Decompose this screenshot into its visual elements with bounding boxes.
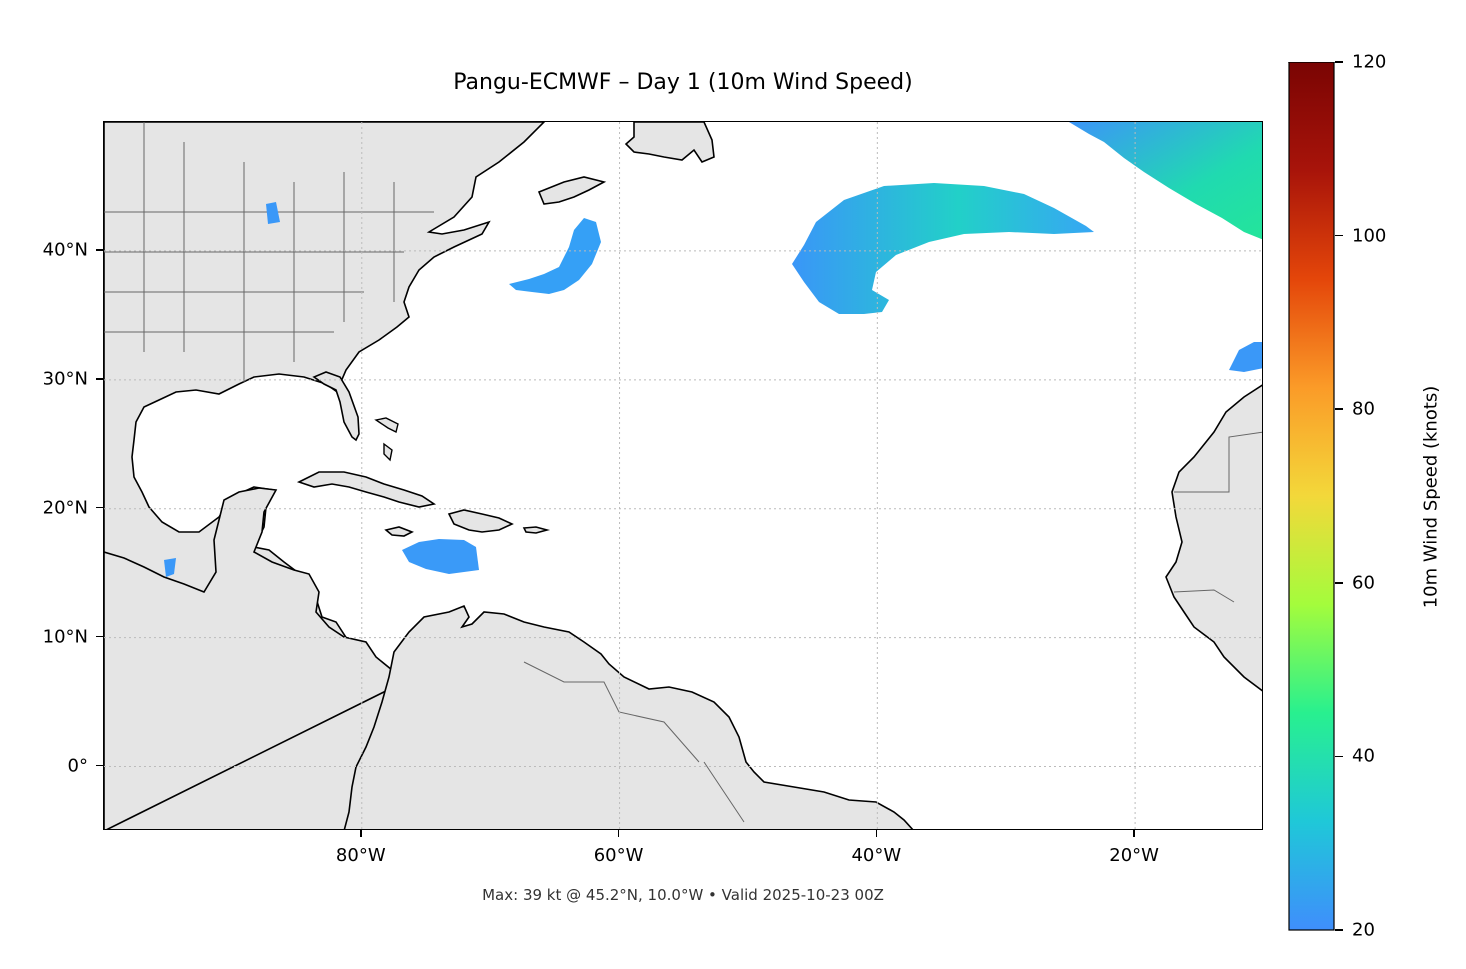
land-central-america — [104, 487, 406, 829]
lat-tick-label: 0° — [67, 755, 88, 777]
colorbar-tick-label: 40 — [1352, 745, 1375, 767]
wind-gulf-of-mexico-speck — [164, 558, 176, 577]
lon-tick-label: 20°W — [1109, 845, 1159, 866]
lon-tick-mark — [875, 830, 878, 837]
colorbar-tick-label: 20 — [1352, 919, 1375, 941]
lat-tick-label: 40°N — [42, 239, 88, 261]
land-hispaniola — [447, 509, 514, 533]
colorbar-label: 10m Wind Speed (knots) — [1420, 385, 1442, 609]
footer-max-info: Max: 39 kt @ 45.2°N, 10.0°W • Valid 2025… — [482, 886, 884, 904]
lat-tick-label: 20°N — [42, 497, 88, 519]
lon-tick-label: 60°W — [593, 845, 644, 866]
land-cuba — [296, 471, 437, 508]
land-florida — [312, 371, 360, 442]
colorbar-tick-label: 120 — [1352, 51, 1387, 73]
lon-tick-mark — [1133, 830, 1135, 837]
lat-tick-label: 10°N — [42, 626, 88, 648]
wind-northeast-jet — [1069, 122, 1262, 240]
land-nova-scotia — [537, 176, 607, 205]
colorbar-tick-mark — [1335, 61, 1343, 63]
lat-tick-label: 30°N — [42, 368, 88, 390]
map-canvas — [104, 122, 1262, 829]
map-title: Pangu-ECMWF – Day 1 (10m Wind Speed) — [453, 70, 913, 95]
wind-speed-layer — [164, 122, 1262, 577]
gridlines — [104, 122, 1262, 829]
colorbar-tick-mark — [1335, 234, 1343, 237]
colorbar — [1288, 62, 1335, 931]
colorbar-tick-mark — [1335, 408, 1343, 410]
lon-tick-mark — [617, 830, 620, 837]
wind-azores-east — [1229, 342, 1262, 372]
wind-atlantic-low — [792, 183, 1094, 314]
lat-tick-mark — [96, 635, 103, 638]
colorbar-tick-label: 80 — [1352, 398, 1375, 420]
lat-tick-mark — [96, 249, 103, 251]
wind-lake-michigan-speck — [266, 202, 280, 224]
land-africa — [1165, 384, 1262, 692]
land-south-america — [343, 604, 914, 829]
colorbar-tick-mark — [1335, 929, 1343, 931]
colorbar-tick-label: 60 — [1352, 572, 1375, 594]
lat-tick-mark — [96, 506, 103, 509]
lon-tick-label: 40°W — [851, 845, 902, 866]
map-area[interactable] — [103, 121, 1263, 830]
lat-tick-mark — [96, 378, 103, 380]
colorbar-tick-mark — [1335, 755, 1343, 758]
colorbar-ramp — [1288, 62, 1335, 931]
land-jamaica — [384, 526, 414, 537]
land-bahamas — [374, 417, 399, 462]
colorbar-tick-label: 100 — [1352, 225, 1387, 247]
wind-hispaniola-south — [402, 539, 479, 574]
lon-tick-label: 80°W — [335, 845, 386, 866]
land-newfoundland — [624, 122, 715, 163]
land-puerto-rico — [522, 526, 551, 534]
colorbar-tick-mark — [1335, 582, 1343, 584]
lat-tick-mark — [96, 764, 103, 767]
wind-nova-scotia-south — [509, 218, 601, 294]
lon-tick-mark — [360, 830, 362, 837]
